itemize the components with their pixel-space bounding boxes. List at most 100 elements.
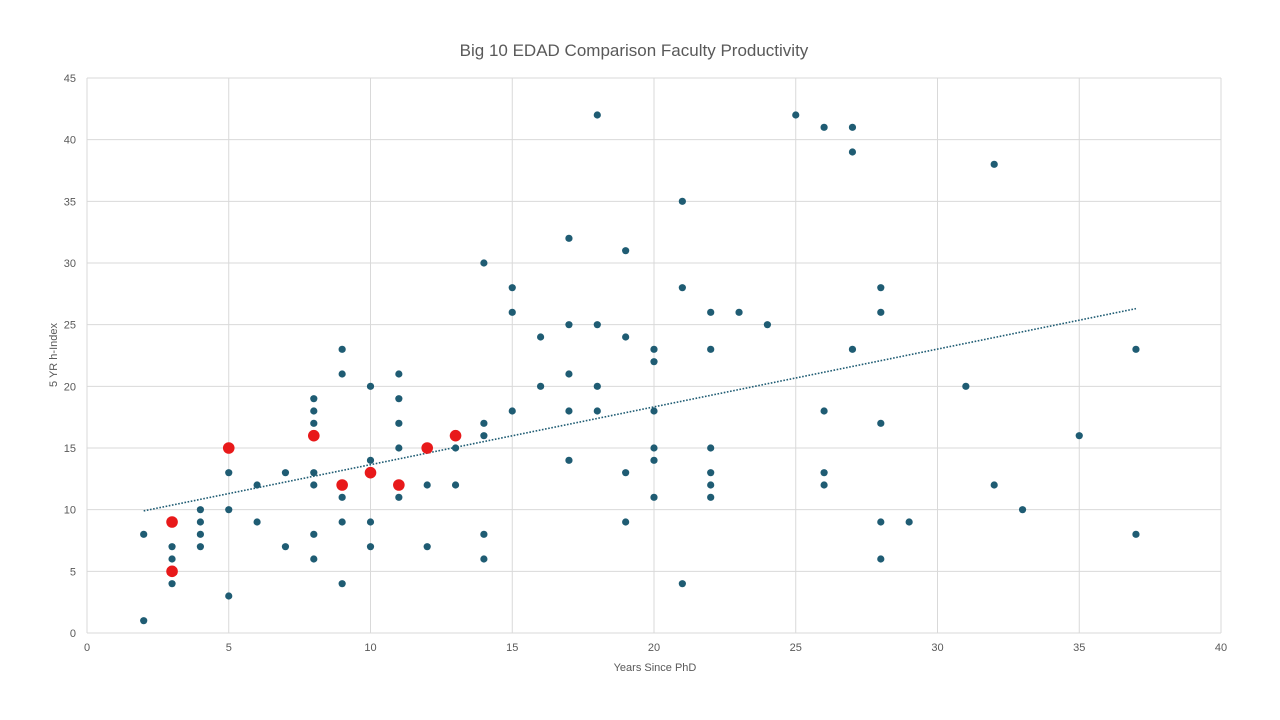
data-point (707, 493, 715, 501)
data-point (366, 382, 375, 390)
data-point (140, 617, 148, 625)
data-point (763, 321, 772, 329)
data-point (678, 284, 686, 292)
x-tick-labels: 0 5 10 15 20 25 30 35 40 (84, 642, 1227, 654)
x-tick-label: 20 (648, 642, 660, 654)
x-tick-label: 30 (931, 642, 943, 654)
highlighted-data-point (222, 442, 235, 454)
data-point (508, 407, 516, 415)
data-point (650, 493, 658, 501)
data-point (1132, 345, 1140, 353)
data-point (650, 407, 658, 415)
highlighted-data-point (308, 429, 320, 442)
data-point (395, 395, 403, 403)
data-point (593, 382, 601, 390)
data-point (707, 469, 715, 477)
data-point (593, 321, 601, 329)
data-point (820, 123, 828, 131)
data-point (338, 345, 346, 353)
x-tick-label: 40 (1215, 642, 1227, 654)
data-point (905, 518, 913, 526)
gridlines (86, 77, 1222, 634)
trendline (143, 307, 1137, 512)
x-tick-label: 5 (226, 642, 232, 654)
highlighted-data-point (449, 429, 462, 442)
data-point (310, 395, 318, 403)
data-point (310, 555, 318, 563)
data-point (310, 481, 318, 489)
data-point (848, 345, 857, 353)
data-point (707, 345, 715, 353)
highlighted-data-point (336, 479, 348, 491)
data-point (990, 160, 998, 168)
data-point (877, 518, 885, 526)
y-tick-label: 45 (64, 73, 76, 85)
data-point (650, 444, 658, 452)
data-point (196, 530, 204, 538)
data-point (593, 111, 601, 119)
highlighted-data-point (393, 479, 405, 491)
data-point (451, 444, 460, 452)
data-point (820, 469, 828, 477)
y-tick-label: 0 (70, 628, 76, 640)
data-point (310, 407, 318, 415)
x-tick-label: 15 (506, 642, 518, 654)
data-point (707, 481, 715, 489)
data-point (225, 469, 233, 477)
data-point (735, 308, 743, 316)
data-point (877, 419, 885, 427)
highlighted-data-point (421, 442, 434, 454)
data-point (281, 543, 290, 551)
data-point (1075, 432, 1083, 440)
data-point (565, 321, 573, 329)
data-point (622, 247, 630, 255)
data-point (395, 493, 403, 501)
data-point (168, 555, 176, 563)
data-point (253, 518, 261, 526)
data-point (877, 555, 885, 563)
chart-title: Big 10 EDAD Comparison Faculty Productiv… (460, 41, 809, 60)
x-tick-label: 35 (1073, 642, 1085, 654)
data-point (395, 370, 403, 378)
data-point (281, 469, 290, 477)
x-tick-label: 25 (790, 642, 802, 654)
data-point (508, 308, 516, 316)
data-point (792, 111, 800, 119)
data-point (848, 123, 857, 131)
data-point (366, 456, 375, 464)
y-tick-label: 40 (64, 135, 76, 147)
y-tick-label: 10 (64, 505, 76, 517)
data-point (366, 543, 375, 551)
y-tick-label: 35 (64, 196, 76, 208)
data-point (168, 543, 176, 551)
data-point (537, 382, 545, 390)
data-point (508, 284, 516, 292)
y-tick-label: 30 (64, 258, 76, 270)
data-point (565, 456, 573, 464)
data-point (253, 481, 261, 489)
data-point (480, 259, 488, 267)
data-point (565, 407, 573, 415)
data-point (678, 197, 686, 205)
data-point (225, 506, 233, 514)
data-point (310, 530, 318, 538)
data-point (650, 358, 658, 366)
data-point (565, 370, 573, 378)
y-tick-label: 15 (64, 443, 76, 455)
highlighted-data-point (364, 466, 377, 479)
data-point (820, 481, 828, 489)
data-point (140, 530, 148, 538)
data-point (877, 308, 885, 316)
y-tick-label: 5 (70, 566, 76, 578)
data-point (820, 407, 828, 415)
data-point (962, 382, 970, 390)
data-point (480, 419, 488, 427)
data-point (1018, 506, 1027, 514)
data-point (565, 234, 573, 242)
y-tick-labels: 0 5 10 15 20 25 30 35 40 45 (64, 73, 76, 640)
data-point (650, 456, 658, 464)
data-point (310, 469, 318, 477)
data-point (196, 543, 204, 551)
data-point (423, 543, 431, 551)
data-point (338, 518, 346, 526)
